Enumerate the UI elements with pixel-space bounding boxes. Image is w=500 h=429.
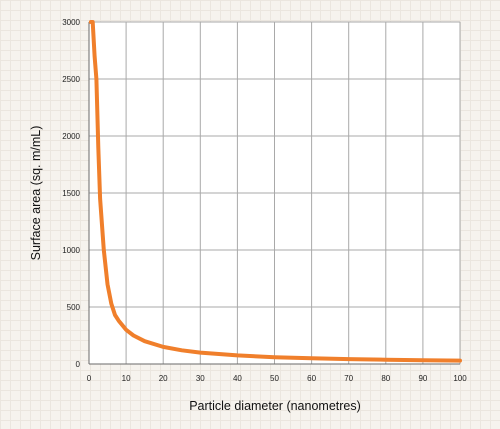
y-tick-label: 3000	[62, 18, 80, 27]
y-axis-title: Surface area (sq. m/mL)	[29, 126, 43, 261]
y-tick-label: 500	[67, 303, 81, 312]
y-axis-ticks: 0 500 1000 1500 2000 2500 3000	[62, 18, 80, 369]
x-tick-label: 80	[381, 374, 390, 383]
x-tick-label: 60	[307, 374, 316, 383]
y-tick-label: 2500	[62, 75, 80, 84]
y-tick-label: 1000	[62, 246, 80, 255]
x-tick-label: 30	[196, 374, 205, 383]
axes	[88, 22, 460, 365]
x-tick-label: 40	[233, 374, 242, 383]
series-line	[88, 20, 462, 363]
y-tick-label: 0	[76, 360, 81, 369]
grid	[89, 21, 461, 364]
x-tick-label: 70	[344, 374, 353, 383]
x-axis-title: Particle diameter (nanometres)	[189, 399, 361, 413]
x-tick-label: 10	[122, 374, 131, 383]
y-tick-label: 2000	[62, 132, 80, 141]
y-tick-label: 1500	[62, 189, 80, 198]
x-axis-ticks: 0 10 20 30 40 50 60 70 80 90 100	[87, 374, 467, 383]
x-tick-label: 50	[270, 374, 279, 383]
x-tick-label: 0	[87, 374, 92, 383]
x-tick-label: 20	[159, 374, 168, 383]
x-tick-label: 100	[453, 374, 467, 383]
x-tick-label: 90	[418, 374, 427, 383]
